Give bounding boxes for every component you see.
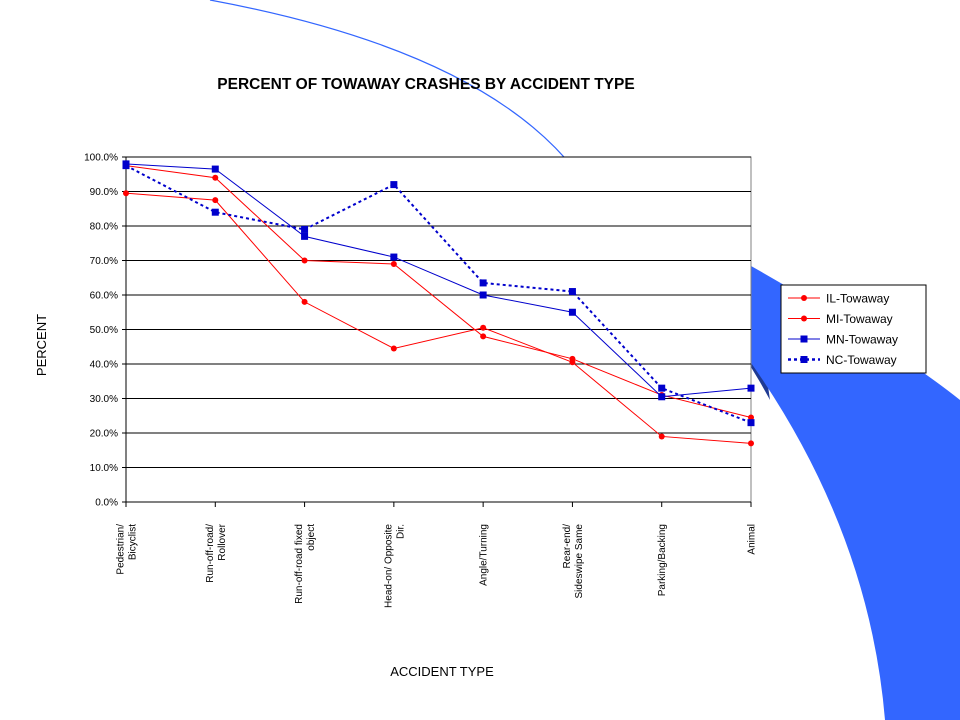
- series-nc-towaway: [122, 162, 755, 427]
- x-category-label: Animal: [747, 524, 758, 555]
- x-category-label-line: Parking/Backing: [657, 524, 668, 596]
- series-line: [125, 165, 752, 418]
- x-category-label-line: Bicyclist: [128, 524, 139, 560]
- legend-entries: IL-Towaway MI-Towaway MN-Towaway NC-Towaway: [788, 292, 898, 367]
- x-axis-ticks: [125, 502, 752, 507]
- data-point: [479, 279, 487, 287]
- y-tick-label: 0.0%: [95, 498, 118, 509]
- swoosh-arc-line: [209, 0, 576, 171]
- y-tick-label: 50.0%: [90, 325, 118, 336]
- x-axis-title: ACCIDENT TYPE: [390, 664, 494, 679]
- legend-entry: IL-Towaway: [788, 292, 889, 306]
- legend-marker: [801, 295, 807, 301]
- x-category-label-line: Angle/Turning: [479, 524, 490, 586]
- legend-label: MI-Towaway: [826, 312, 893, 326]
- series-line: [125, 164, 752, 424]
- data-point: [211, 165, 219, 173]
- x-category-label-line: Animal: [747, 524, 758, 555]
- y-tick-label: 40.0%: [90, 360, 118, 371]
- legend-entry: MN-Towaway: [788, 333, 898, 347]
- data-point: [390, 260, 397, 267]
- data-point: [390, 345, 397, 352]
- data-point: [301, 257, 308, 264]
- x-category-label-line: Run-off-road fixed: [294, 524, 305, 604]
- data-point: [212, 174, 219, 181]
- data-point: [568, 288, 576, 296]
- data-point: [212, 197, 219, 204]
- legend: IL-Towaway MI-Towaway MN-Towaway NC-Towaway: [780, 284, 927, 374]
- x-category-label-line: Run-off-road/: [205, 524, 216, 583]
- x-category-label: Parking/Backing: [657, 524, 668, 596]
- legend-entry: NC-Towaway: [788, 353, 897, 367]
- x-category-label: Angle/Turning: [479, 524, 490, 586]
- legend-label: IL-Towaway: [826, 292, 889, 306]
- line-chart: PERCENT OF TOWAWAY CRASHES BY ACCIDENT T…: [34, 76, 927, 679]
- legend-label: NC-Towaway: [826, 353, 897, 367]
- y-tick-label: 80.0%: [90, 222, 118, 233]
- data-point: [123, 190, 129, 197]
- data-point: [301, 298, 308, 305]
- legend-label: MN-Towaway: [826, 333, 898, 347]
- data-point: [479, 291, 487, 299]
- data-point: [568, 308, 576, 316]
- x-category-label-line: Dir.: [395, 524, 406, 539]
- x-category-label-line: Head-on/ Opposite: [383, 524, 394, 608]
- decorative-swoosh: [209, 0, 960, 720]
- data-point: [122, 162, 130, 170]
- y-tick-label: 20.0%: [90, 429, 118, 440]
- data-point: [211, 208, 219, 216]
- data-point: [747, 384, 755, 392]
- x-category-label: Head-on/ Opposite Dir.: [383, 524, 406, 608]
- legend-marker: [800, 335, 808, 343]
- series-line: [125, 192, 752, 444]
- data-point: [658, 393, 666, 401]
- series-line: [125, 163, 752, 398]
- data-point: [301, 225, 309, 233]
- y-tick-label: 60.0%: [90, 291, 118, 302]
- data-point: [658, 384, 666, 392]
- x-category-label: Rear-end/Sideswipe Same: [562, 524, 585, 599]
- x-category-label-line: Rollover: [217, 523, 228, 560]
- legend-marker: [801, 315, 807, 322]
- x-category-label: Run-off-road fixed object: [294, 524, 317, 604]
- gridlines: [122, 156, 751, 503]
- x-category-label: Run-off-road/Rollover: [205, 523, 228, 582]
- series-mn-towaway: [122, 160, 755, 401]
- data-point: [390, 181, 398, 189]
- x-category-label: Pedestrian/Bicyclist: [116, 524, 139, 575]
- y-tick-label: 30.0%: [90, 394, 118, 405]
- y-axis-tick-labels: 0.0% 10.0% 20.0% 30.0% 40.0% 50.0% 60.0% 70.0% 8…: [84, 153, 118, 509]
- data-point: [747, 419, 755, 427]
- data-point: [748, 440, 754, 447]
- x-axis-category-labels: Pedestrian/Bicyclist Run-off-road/Rollove…: [116, 523, 758, 608]
- y-axis-title: PERCENT: [34, 314, 49, 376]
- y-tick-label: 10.0%: [90, 463, 118, 474]
- y-tick-label: 90.0%: [90, 187, 118, 198]
- series-layer: [122, 160, 755, 447]
- swoosh-light-band: [575, 170, 960, 720]
- data-point: [658, 433, 665, 440]
- x-category-label-line: Pedestrian/: [116, 524, 127, 575]
- x-category-label-line: Rear-end/: [562, 524, 573, 569]
- data-point: [748, 414, 754, 421]
- data-point: [480, 324, 487, 331]
- x-category-label-line: object: [306, 524, 317, 551]
- y-tick-label: 100.0%: [84, 153, 118, 164]
- chart-title: PERCENT OF TOWAWAY CRASHES BY ACCIDENT T…: [217, 76, 634, 93]
- legend-marker: [800, 356, 808, 363]
- x-category-label-line: Sideswipe Same: [574, 524, 585, 599]
- legend-entry: MI-Towaway: [788, 312, 893, 326]
- data-point: [569, 355, 576, 362]
- data-point: [390, 253, 398, 261]
- y-tick-label: 70.0%: [90, 256, 118, 267]
- data-point: [480, 333, 487, 340]
- data-point: [301, 232, 309, 240]
